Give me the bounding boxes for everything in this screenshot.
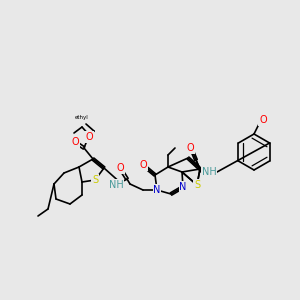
- Text: N: N: [153, 185, 161, 195]
- Text: O: O: [71, 137, 79, 147]
- Text: S: S: [194, 180, 200, 190]
- Text: N: N: [179, 182, 187, 192]
- Text: O: O: [139, 160, 147, 170]
- Text: O: O: [116, 163, 124, 173]
- Text: O: O: [85, 132, 93, 142]
- Text: ethyl: ethyl: [75, 116, 89, 121]
- Text: NH: NH: [202, 167, 216, 177]
- Text: O: O: [186, 143, 194, 153]
- Text: S: S: [92, 175, 98, 185]
- Text: NH: NH: [109, 180, 123, 190]
- Text: O: O: [259, 115, 267, 125]
